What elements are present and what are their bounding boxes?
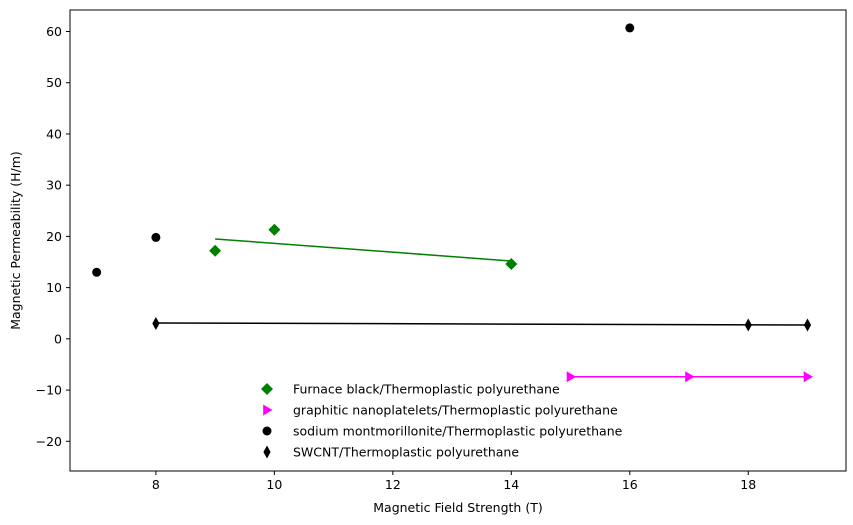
series-0-point [268, 223, 281, 236]
y-tick-label: 0 [54, 331, 62, 346]
legend-marker-2 [262, 426, 272, 436]
legend-label-3: SWCNT/Thermoplastic polyurethane [293, 445, 519, 460]
y-tick-label: 10 [46, 280, 62, 295]
x-tick-label: 16 [622, 477, 638, 492]
series-1-point [685, 371, 695, 383]
y-tick-label: 60 [46, 24, 62, 39]
x-axis: 8 10 12 14 16 18 [152, 471, 756, 492]
x-tick-label: 12 [385, 477, 401, 492]
legend: Furnace black/Thermoplastic polyurethane… [261, 382, 623, 460]
x-tick-label: 8 [152, 477, 160, 492]
data-points [92, 23, 813, 383]
series-1-point [566, 371, 577, 383]
y-tick-label: −20 [36, 434, 62, 449]
x-tick-label: 18 [740, 477, 756, 492]
y-tick-label: 50 [46, 75, 62, 90]
y-tick-label: 40 [46, 126, 62, 141]
legend-label-1: graphitic nanoplatelets/Thermoplastic po… [293, 403, 618, 418]
series-3-fit-line [155, 322, 808, 326]
series-3-point [744, 318, 752, 332]
series-2-point [625, 23, 635, 33]
plot-frame [69, 9, 847, 472]
legend-label-2: sodium montmorillonite/Thermoplastic pol… [293, 424, 623, 439]
series-3-point [803, 318, 812, 332]
series-2-point [151, 232, 161, 242]
legend-label-0: Furnace black/Thermoplastic polyurethane [293, 382, 560, 397]
y-tick-label: 30 [46, 178, 62, 193]
series-3-point [152, 316, 160, 330]
series-2-point [92, 267, 102, 277]
series-0-point [505, 258, 518, 271]
x-axis-label: Magnetic Field Strength (T) [373, 500, 542, 515]
legend-marker-3 [263, 445, 271, 459]
x-tick-label: 10 [266, 477, 282, 492]
y-axis: −20 −10 0 10 20 30 40 50 60 [36, 24, 70, 449]
y-tick-label: 20 [46, 229, 62, 244]
y-axis-label: Magnetic Permeability (H/m) [8, 151, 23, 330]
legend-marker-1 [263, 404, 273, 416]
legend-marker-0 [261, 383, 273, 395]
series-0-point [209, 244, 222, 257]
y-tick-label: −10 [36, 383, 62, 398]
series-0-fit-line [215, 238, 512, 262]
x-tick-label: 14 [503, 477, 519, 492]
series-1-point [803, 371, 813, 383]
